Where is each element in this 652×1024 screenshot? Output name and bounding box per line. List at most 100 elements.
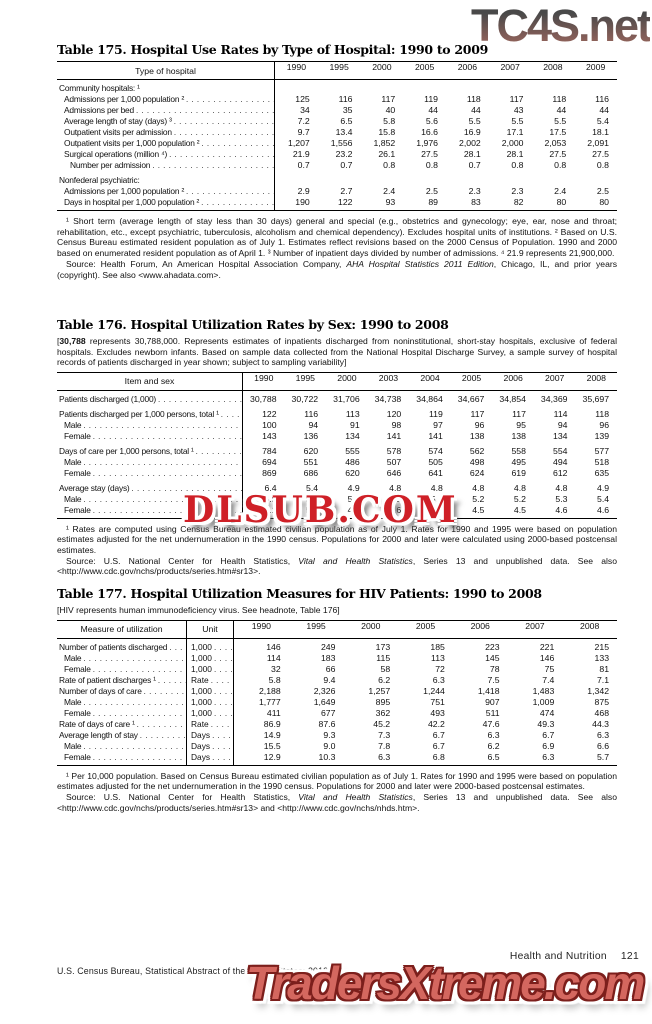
value-cell: 494	[553, 456, 568, 467]
table-row: Male 694 551 486 507 505 498 495 494 518	[57, 456, 617, 468]
row-label: Male	[64, 740, 82, 751]
watermark-tc4s: TC4S.net	[470, 0, 652, 51]
dot-leader	[184, 94, 274, 105]
row-label: Female	[64, 504, 91, 515]
row-values: 122 116 113 120 119 117 117 114 118	[243, 409, 617, 420]
value-cell: 4.8	[389, 482, 402, 493]
row-label-cell: Rate of days of care ¹	[57, 718, 187, 730]
value-cell: 58	[380, 663, 391, 674]
unit-cell: Days	[187, 729, 234, 741]
stub-header: Measure of utilization	[57, 620, 187, 638]
year-header: 2007	[500, 62, 520, 72]
dot-leader	[81, 697, 186, 708]
unit-label: 1,000	[191, 663, 212, 674]
value-cell: 0.8	[596, 160, 609, 170]
row-label: Average stay (days)	[59, 482, 130, 493]
spacer-stub	[57, 515, 243, 518]
row-label: Male	[64, 493, 82, 504]
unit-label: Days	[191, 751, 211, 762]
footnote-paragraph: Source: U.S. National Center for Health …	[57, 556, 617, 577]
row-label: Female	[64, 751, 91, 762]
value-cell: 34,864	[416, 393, 443, 404]
value-cell: 43	[513, 105, 524, 115]
dot-leader	[210, 752, 233, 763]
year-header: 2000	[372, 62, 392, 72]
year-header: 2007	[545, 372, 565, 383]
dot-leader	[209, 719, 233, 730]
value-cell: 7.5	[487, 674, 500, 685]
table-header-row: Item and sex 1990 1995 2000 2003 2004 2005 2006…	[57, 372, 617, 391]
value-cell: 895	[375, 696, 391, 707]
footer-source: U.S. Census Bureau, Statistical Abstract…	[57, 966, 329, 976]
spacer-stub	[57, 208, 275, 210]
table-176-title: Table 176. Hospital Utilization Rates by…	[57, 317, 449, 332]
value-cell: 1,556	[330, 138, 353, 148]
value-cell: 141	[428, 430, 443, 441]
dot-leader	[209, 675, 233, 686]
value-cell: 134	[553, 430, 568, 441]
value-cell: 139	[594, 430, 610, 441]
value-cell: 223	[485, 641, 500, 652]
value-cell: 555	[345, 445, 360, 456]
value-cell: 6.2	[487, 740, 500, 751]
text-segment: AHA Hospital Statistics 2011 Edition	[346, 258, 494, 269]
value-cell: 2,000	[501, 138, 524, 148]
value-cell: 7.3	[378, 729, 391, 740]
value-cell: 72	[435, 663, 445, 674]
value-cell: 9.4	[323, 674, 336, 685]
value-cell: 1,418	[477, 685, 500, 696]
text-segment: Vital and Health Statistics	[298, 791, 413, 802]
value-cell: 116	[595, 94, 609, 104]
value-cell: 185	[430, 641, 445, 652]
value-cell: 5.8	[268, 674, 281, 685]
row-values: 6.9 5.8 5.3 5.2 5.2 5.2 5.2 5.3 5.4	[243, 494, 617, 505]
value-cell: 619	[511, 467, 526, 478]
value-cell: 118	[552, 94, 567, 104]
value-cell: 12.9	[263, 751, 281, 762]
value-cell: 6.9	[542, 740, 555, 751]
value-cell: 2,002	[459, 138, 481, 148]
unit-cell: 1,000	[187, 685, 234, 697]
value-cell: 7.8	[378, 740, 391, 751]
value-cell: 78	[489, 663, 500, 674]
table-175-title: Table 175. Hospital Use Rates by Type of…	[57, 42, 488, 57]
row-label: Female	[64, 663, 91, 674]
row-label: Female	[64, 430, 91, 441]
value-cell: 143	[262, 430, 277, 441]
value-cell: 113	[345, 408, 360, 419]
row-label: Number per admission	[70, 160, 151, 170]
value-cell: 907	[485, 696, 500, 707]
text-segment: Source: U.S. National Center for Health …	[66, 555, 299, 566]
unit-header: Unit	[187, 620, 234, 638]
value-cell: 31,706	[333, 393, 360, 404]
year-header: 2007	[525, 620, 545, 631]
value-cell: 14.9	[263, 729, 281, 740]
value-cell: 0.8	[554, 160, 567, 170]
row-label: Number of days of care	[59, 685, 142, 696]
value-cell: 4.8	[430, 482, 443, 493]
dot-leader	[194, 446, 242, 457]
value-cell: 2.4	[554, 186, 567, 196]
value-cell: 6.1	[264, 504, 277, 515]
dot-leader	[156, 675, 186, 686]
value-cell: 122	[338, 197, 353, 207]
unit-cell: Rate	[187, 718, 234, 730]
dot-leader	[212, 642, 233, 653]
text-segment: 30,788	[59, 336, 86, 346]
row-label-cell: Outpatient visits per admission	[57, 127, 275, 138]
unit-cell: 1,000	[187, 641, 234, 653]
value-cell: 94	[557, 419, 568, 430]
dot-leader	[91, 431, 242, 442]
value-cell: 9.7	[297, 127, 310, 137]
value-cell	[532, 83, 575, 94]
value-cell: 498	[469, 456, 485, 467]
year-row: 1990 1995 2000 2003 2004 2005 2006 2007 2008	[243, 373, 617, 390]
row-label-cell: Number per admission	[57, 160, 275, 171]
table-177-footnotes: ¹ Per 10,000 population. Based on Census…	[57, 771, 617, 814]
dot-leader	[199, 138, 274, 149]
row-label-cell: Admissions per 1,000 population ²	[57, 94, 275, 105]
value-cell: 114	[266, 652, 281, 663]
row-label-cell: Female	[57, 707, 187, 719]
table-row: Outpatient visits per 1,000 population ²…	[57, 138, 617, 149]
